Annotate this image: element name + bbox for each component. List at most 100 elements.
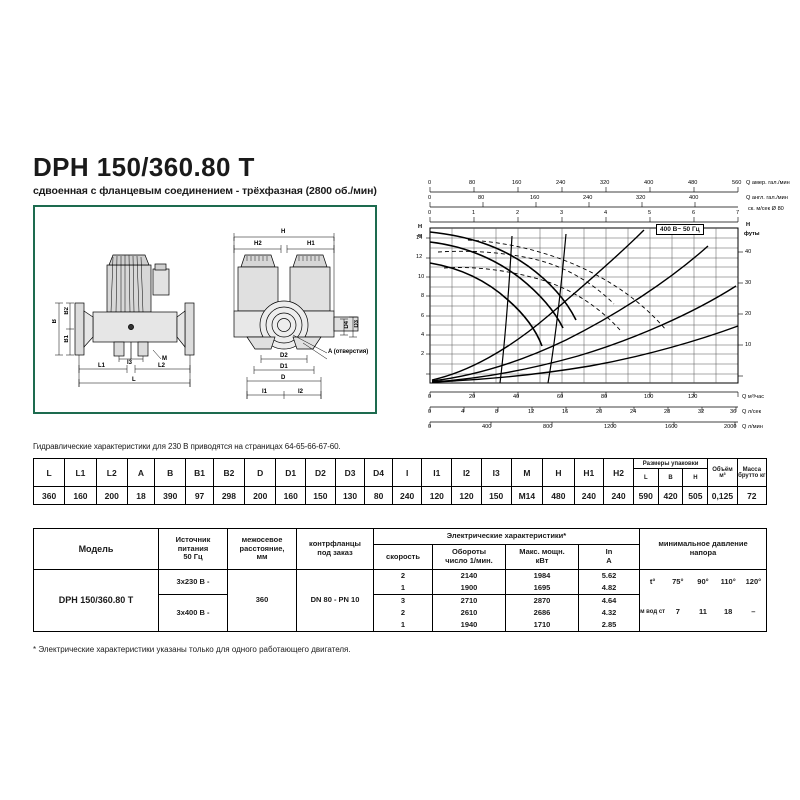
power-line-1: Макс. мощн.	[519, 547, 565, 557]
axis1-tick-6: 480	[688, 180, 698, 186]
dim-header-B: B	[154, 458, 187, 487]
spec-current-400-1: 2.85	[578, 619, 640, 632]
dim-header-I3: I3	[480, 458, 512, 487]
dim-value-B2: 298	[212, 486, 246, 505]
head-unit-label: м вод ст	[640, 609, 666, 616]
y-tick-8: 8	[421, 293, 425, 299]
axis1-label: Q амер. гал./мин	[746, 180, 790, 186]
axis2-tick-1: 80	[478, 195, 485, 201]
spec-axis-distance-value: 360	[227, 569, 297, 632]
dim-header-D: D	[244, 458, 277, 487]
y-axis-left-label-H: H	[418, 224, 423, 230]
dim-value-I1: 120	[421, 486, 453, 505]
axis-line-1: межосевое	[241, 535, 283, 545]
y-tick-2: 2	[421, 351, 425, 357]
spec-speed-400-3: 3	[373, 594, 433, 607]
axis4-tick-6: 120	[688, 394, 698, 400]
temp-75: 75°	[672, 576, 684, 586]
axis5-tick-8: 32	[698, 409, 705, 415]
supply-line-1: Источник	[175, 535, 211, 545]
axis5-tick-5: 20	[596, 409, 603, 415]
y-right-tick-20: 20	[745, 311, 752, 317]
axis-line-3: мм	[256, 552, 268, 562]
spec-power-230-1: 1695	[505, 582, 579, 595]
dim-value-I: 240	[391, 486, 423, 505]
spec-current-230-1: 4.82	[578, 582, 640, 595]
axis6-tick-2: 800	[543, 424, 553, 430]
spec-power-400-2: 2686	[505, 607, 579, 619]
axis1-tick-2: 160	[512, 180, 522, 186]
volume-label: Объём	[712, 466, 733, 473]
spec-current-230-2: 5.62	[578, 569, 640, 582]
page-title: DPH 150/360.80 T	[33, 152, 255, 182]
current-line-2: A	[606, 556, 612, 565]
dim-value-I2: 120	[451, 486, 482, 505]
axis1-tick-3: 240	[556, 180, 566, 186]
supply-line-2: питания	[177, 543, 209, 553]
mass-label: Масса	[742, 466, 762, 473]
spec-header-flange: контрфланцы под заказ	[296, 528, 374, 570]
dim-label-L2: L2	[158, 363, 166, 369]
dim-label-I3: I3	[127, 360, 133, 366]
spec-flange-value: DN 80 - PN 10	[296, 569, 374, 632]
dim-header-A: A	[126, 458, 156, 487]
axis2-tick-3: 240	[583, 195, 593, 201]
dim-label-H: H	[281, 229, 286, 235]
dim-label-D: D	[281, 375, 286, 381]
dim-label-B2: B2	[64, 307, 70, 315]
dim-header-pack-H: H	[682, 468, 709, 487]
spec-header-current: In A	[578, 544, 640, 570]
axis4-tick-2: 40	[513, 394, 520, 400]
spec-power-400-3: 2870	[505, 594, 579, 607]
dim-value-D3: 130	[334, 486, 366, 505]
dim-header-I2: I2	[451, 458, 482, 487]
axis3-tick-1: 1	[472, 210, 476, 216]
y-tick-14: 14	[416, 235, 423, 241]
dim-value-row: 360 160 200 18 390 97 298 200 160 150 13…	[32, 486, 768, 505]
axis4-tick-3: 60	[557, 394, 564, 400]
axis1-tick-0: 0	[428, 180, 432, 186]
hydraulic-note: Гидравлические характеристики для 230 В …	[33, 442, 341, 451]
spec-header-axis-distance: межосевое расстояние, мм	[227, 528, 297, 570]
dim-value-D2: 150	[305, 486, 336, 505]
spec-header-model: Модель	[33, 528, 159, 570]
flange-line-1: контрфланцы	[309, 539, 361, 549]
dim-label-D2: D2	[280, 353, 288, 359]
page-subtitle: сдвоенная с фланцевым соединением - трёх…	[33, 185, 377, 197]
spec-speed-400-1: 1	[373, 619, 433, 632]
dim-header-B2: B2	[212, 458, 246, 487]
dim-value-volume: 0,125	[707, 486, 738, 505]
spec-power-400-1: 1710	[505, 619, 579, 632]
y-axis-right-label-unit: футы	[744, 231, 760, 237]
y-tick-10: 10	[418, 274, 425, 280]
dim-value-H2: 240	[603, 486, 634, 505]
y-right-tick-30: 30	[745, 280, 752, 286]
dim-value-pack-H: 505	[682, 486, 709, 505]
axis1-tick-4: 320	[600, 180, 610, 186]
temp-110: 110°	[720, 576, 736, 586]
spec-rpm-400-3: 2710	[432, 594, 506, 607]
rpm-line-1: Обороты	[451, 547, 487, 557]
spec-data-row-4: 2 2610 2686 4.32	[34, 607, 767, 619]
axis5-tick-3: 12	[528, 409, 535, 415]
temp-label: t°	[649, 576, 656, 586]
rpm-line-2: число 1/мин.	[445, 556, 493, 565]
spec-power-230-2: 1984	[505, 569, 579, 582]
axis2-tick-2: 160	[530, 195, 540, 201]
specification-table: Модель Источник питания 50 Гц межосевое …	[33, 528, 767, 632]
axis5-label: Q л/сек	[742, 409, 762, 415]
dim-value-M: M14	[510, 486, 544, 505]
spec-header-row-1: Модель Источник питания 50 Гц межосевое …	[33, 528, 767, 570]
dim-value-I3: 150	[480, 486, 512, 505]
y-axis-left-label-unit: м	[418, 233, 423, 239]
pump-drawing-svg	[55, 233, 359, 399]
technical-drawing-frame: B B2 B1 L1 L2 L I3 M H H2 H1 D D1 D2 D3 …	[33, 205, 377, 414]
axis2-label: Q англ. гал./мин	[746, 195, 788, 201]
dim-label-I2: I2	[298, 389, 304, 395]
spec-temp-header-row: t° 75° 90° 110° 120°	[639, 569, 767, 595]
spec-header-row-2: скорость Обороты число 1/мин. Макс. мощн…	[34, 544, 767, 570]
axis5-tick-0: 0	[428, 409, 432, 415]
spec-header-rpm: Обороты число 1/мин.	[432, 544, 506, 570]
temp-120: 120°	[745, 576, 762, 586]
axis3-tick-7: 7	[736, 210, 740, 216]
